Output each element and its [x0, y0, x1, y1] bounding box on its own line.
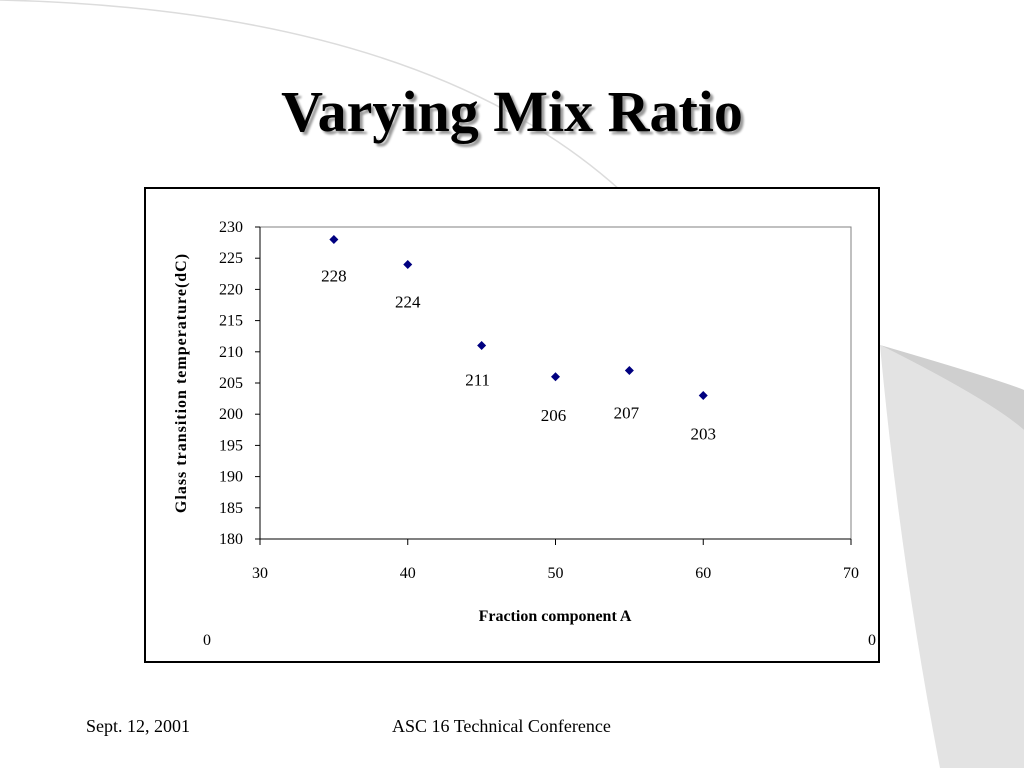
y-tick-label: 195	[219, 437, 243, 454]
data-label: 206	[541, 406, 567, 425]
scatter-chart: 180 185 190 195 200 205 210 215 220 225 230 30 40 50…	[173, 219, 876, 649]
plot-area	[259, 226, 852, 540]
y-tick-label: 215	[219, 313, 243, 330]
y-axis-title: Glass transition temperature(dC)	[173, 253, 190, 513]
data-point-marker	[329, 234, 339, 244]
y-tick-label: 225	[219, 250, 243, 267]
y-axis-ticks: 180 185 190 195 200 205 210 215 220 225 230	[219, 219, 260, 548]
data-label: 224	[395, 292, 421, 311]
x-tick-label: 30	[252, 565, 268, 582]
data-point-marker	[624, 366, 634, 376]
data-label: 203	[691, 424, 717, 443]
data-label: 228	[321, 266, 347, 285]
x-axis-title: Fraction component A	[479, 608, 632, 625]
data-labels: 228 224 211 206 207 203	[321, 266, 716, 443]
y-tick-label: 230	[219, 219, 243, 236]
y-tick-label: 205	[219, 375, 243, 392]
data-point-marker	[698, 390, 708, 400]
y-tick-label: 180	[219, 531, 243, 548]
footer-date: Sept. 12, 2001	[86, 716, 191, 736]
chart-frame: 180 185 190 195 200 205 210 215 220 225 230 30 40 50…	[144, 187, 880, 663]
corner-label-left: 0	[203, 632, 211, 649]
x-axis-ticks: 30 40 50 60 70	[252, 539, 859, 582]
x-tick-label: 70	[843, 565, 859, 582]
y-tick-label: 200	[219, 406, 243, 423]
corner-label-right: 0	[868, 632, 876, 649]
y-tick-label: 210	[219, 344, 243, 361]
data-label: 211	[465, 371, 490, 390]
data-point-marker	[551, 372, 560, 382]
x-tick-label: 40	[400, 565, 416, 582]
data-point-marker	[477, 341, 487, 351]
y-tick-label: 185	[219, 500, 243, 517]
y-tick-label: 190	[219, 469, 243, 486]
data-label: 207	[614, 404, 640, 423]
data-points	[329, 234, 708, 400]
footer-conference: ASC 16 Technical Conference	[392, 716, 611, 736]
slide-title: Varying Mix Ratio	[281, 79, 743, 144]
x-tick-label: 50	[548, 565, 564, 582]
y-tick-label: 220	[219, 281, 243, 298]
data-point-marker	[403, 259, 413, 269]
x-tick-label: 60	[695, 565, 711, 582]
